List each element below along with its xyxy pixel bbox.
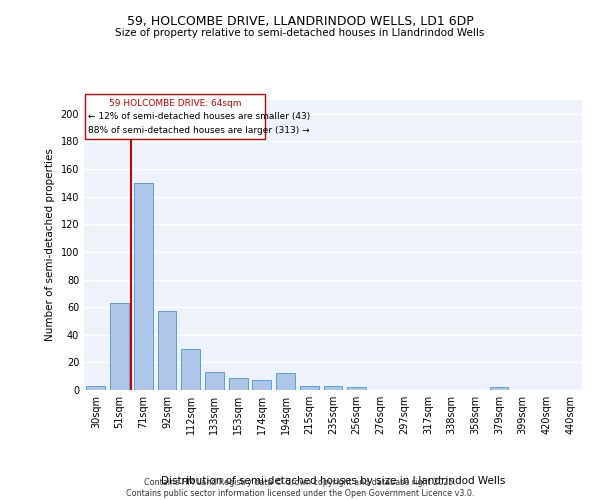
Text: 59, HOLCOMBE DRIVE, LLANDRINDOD WELLS, LD1 6DP: 59, HOLCOMBE DRIVE, LLANDRINDOD WELLS, L… [127,15,473,28]
X-axis label: Distribution of semi-detached houses by size in Llandrindod Wells: Distribution of semi-detached houses by … [161,476,505,486]
Text: Contains HM Land Registry data © Crown copyright and database right 2025.
Contai: Contains HM Land Registry data © Crown c… [126,478,474,498]
FancyBboxPatch shape [85,94,265,138]
Y-axis label: Number of semi-detached properties: Number of semi-detached properties [45,148,55,342]
Text: ← 12% of semi-detached houses are smaller (43): ← 12% of semi-detached houses are smalle… [88,112,310,122]
Bar [205,372,224,390]
Bar [229,378,248,390]
Text: Size of property relative to semi-detached houses in Llandrindod Wells: Size of property relative to semi-detach… [115,28,485,38]
Bar [110,303,129,390]
Bar [158,312,176,390]
Text: 59 HOLCOMBE DRIVE: 64sqm: 59 HOLCOMBE DRIVE: 64sqm [109,98,242,108]
Bar [86,386,106,390]
Bar [323,386,343,390]
Bar [134,183,153,390]
Bar [276,374,295,390]
Text: 88% of semi-detached houses are larger (313) →: 88% of semi-detached houses are larger (… [88,126,309,135]
Bar [181,348,200,390]
Bar [490,387,508,390]
Bar [300,386,319,390]
Bar [253,380,271,390]
Bar [347,387,366,390]
